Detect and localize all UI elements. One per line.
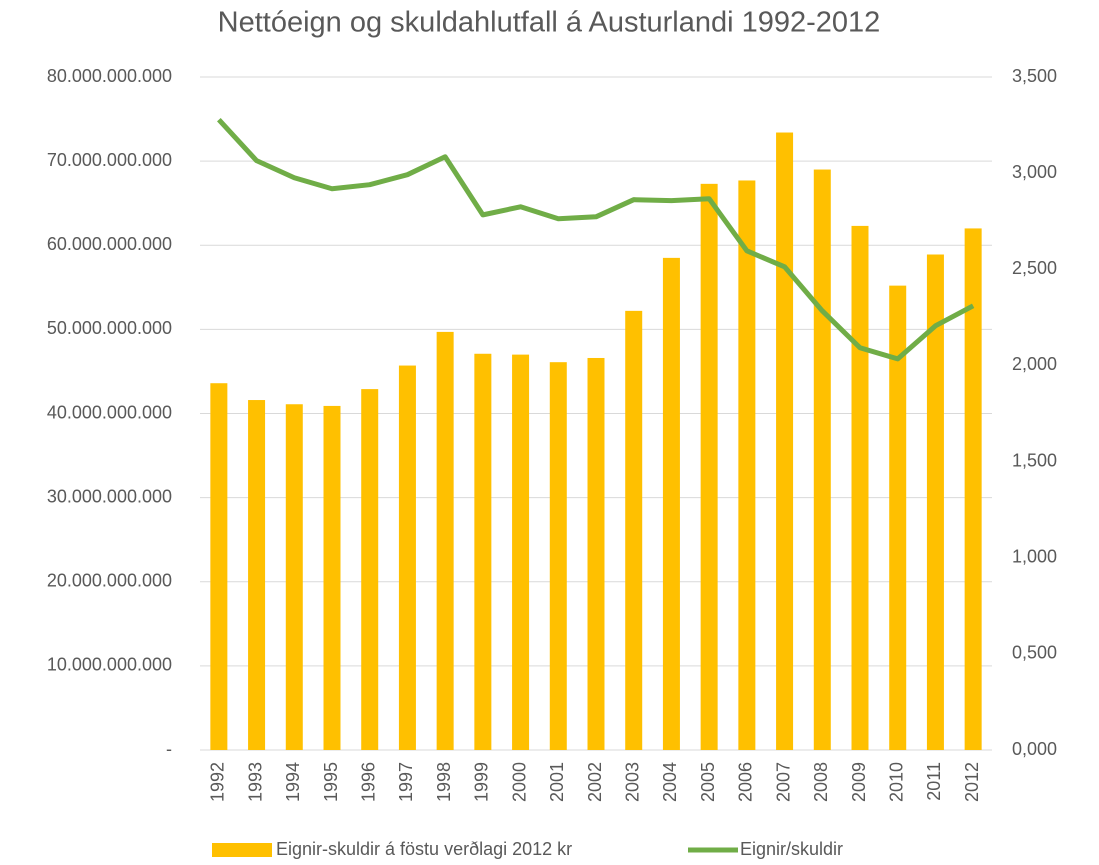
- legend-label: Eignir/skuldir: [740, 839, 843, 859]
- bar: [285, 404, 303, 750]
- x-tick-label: 2003: [622, 762, 642, 802]
- y-tick-label: -: [166, 739, 172, 759]
- x-tick-label: 2004: [660, 762, 680, 802]
- x-tick-label: 2000: [509, 762, 529, 802]
- y2-tick-label: 3,000: [1012, 162, 1057, 182]
- bar: [926, 254, 944, 750]
- bar: [474, 353, 492, 750]
- bar: [323, 405, 341, 750]
- x-tick-label: 1997: [396, 762, 416, 802]
- y2-tick-label: 3,500: [1012, 66, 1057, 86]
- bar: [436, 331, 454, 750]
- line: [217, 117, 975, 362]
- y2-tick-label: 2,500: [1012, 258, 1057, 278]
- bar: [625, 310, 643, 750]
- x-tick-label: 1994: [283, 762, 303, 802]
- x-tick-label: 1995: [321, 762, 341, 802]
- bar: [700, 183, 718, 750]
- bar: [361, 389, 379, 750]
- y-tick-label: 80.000.000.000: [47, 66, 172, 86]
- bar: [813, 169, 831, 751]
- y-tick-label: 70.000.000.000: [47, 150, 172, 170]
- bar: [248, 400, 266, 750]
- bar: [889, 285, 907, 750]
- bar: [851, 225, 869, 750]
- y-tick-label: 20.000.000.000: [47, 571, 172, 591]
- bar: [964, 228, 982, 751]
- x-tick-label: 2005: [698, 762, 718, 802]
- x-tick-label: 1993: [245, 762, 265, 802]
- x-tick-label: 2009: [849, 762, 869, 802]
- bar: [587, 357, 605, 750]
- y2-tick-label: 0,500: [1012, 643, 1057, 663]
- legend-swatch: [212, 843, 272, 857]
- y-tick-label: 10.000.000.000: [47, 655, 172, 675]
- y-tick-label: 50.000.000.000: [47, 318, 172, 338]
- x-tick-label: 2002: [585, 762, 605, 802]
- x-tick-label: 1996: [358, 762, 378, 802]
- bar: [549, 362, 567, 750]
- bar: [738, 180, 756, 750]
- x-tick-label: 2006: [736, 762, 756, 802]
- x-tick-label: 1998: [434, 762, 454, 802]
- chart-title: Nettóeign og skuldahlutfall á Austurland…: [218, 7, 881, 39]
- x-tick-label: 1999: [472, 762, 492, 802]
- x-tick-label: 2011: [924, 762, 944, 801]
- bar: [398, 365, 416, 750]
- x-tick-label: 2007: [773, 762, 793, 802]
- legend-label: Eignir-skuldir á föstu verðlagi 2012 kr: [276, 839, 572, 859]
- y2-tick-label: 1,000: [1012, 546, 1057, 566]
- y2-tick-label: 0,000: [1012, 739, 1057, 759]
- y-tick-label: 40.000.000.000: [47, 402, 172, 422]
- y2-tick-label: 2,000: [1012, 354, 1057, 374]
- bar: [776, 132, 794, 750]
- y-tick-label: 60.000.000.000: [47, 234, 172, 254]
- x-tick-label: 2008: [811, 762, 831, 802]
- x-tick-label: 2012: [962, 762, 982, 802]
- bar: [662, 257, 680, 750]
- x-tick-label: 2010: [886, 762, 906, 802]
- y2-tick-label: 1,500: [1012, 450, 1057, 470]
- bar: [512, 354, 530, 750]
- bar: [210, 383, 228, 750]
- x-tick-label: 1992: [208, 762, 228, 802]
- y-tick-label: 30.000.000.000: [47, 486, 172, 506]
- x-tick-label: 2001: [547, 762, 567, 802]
